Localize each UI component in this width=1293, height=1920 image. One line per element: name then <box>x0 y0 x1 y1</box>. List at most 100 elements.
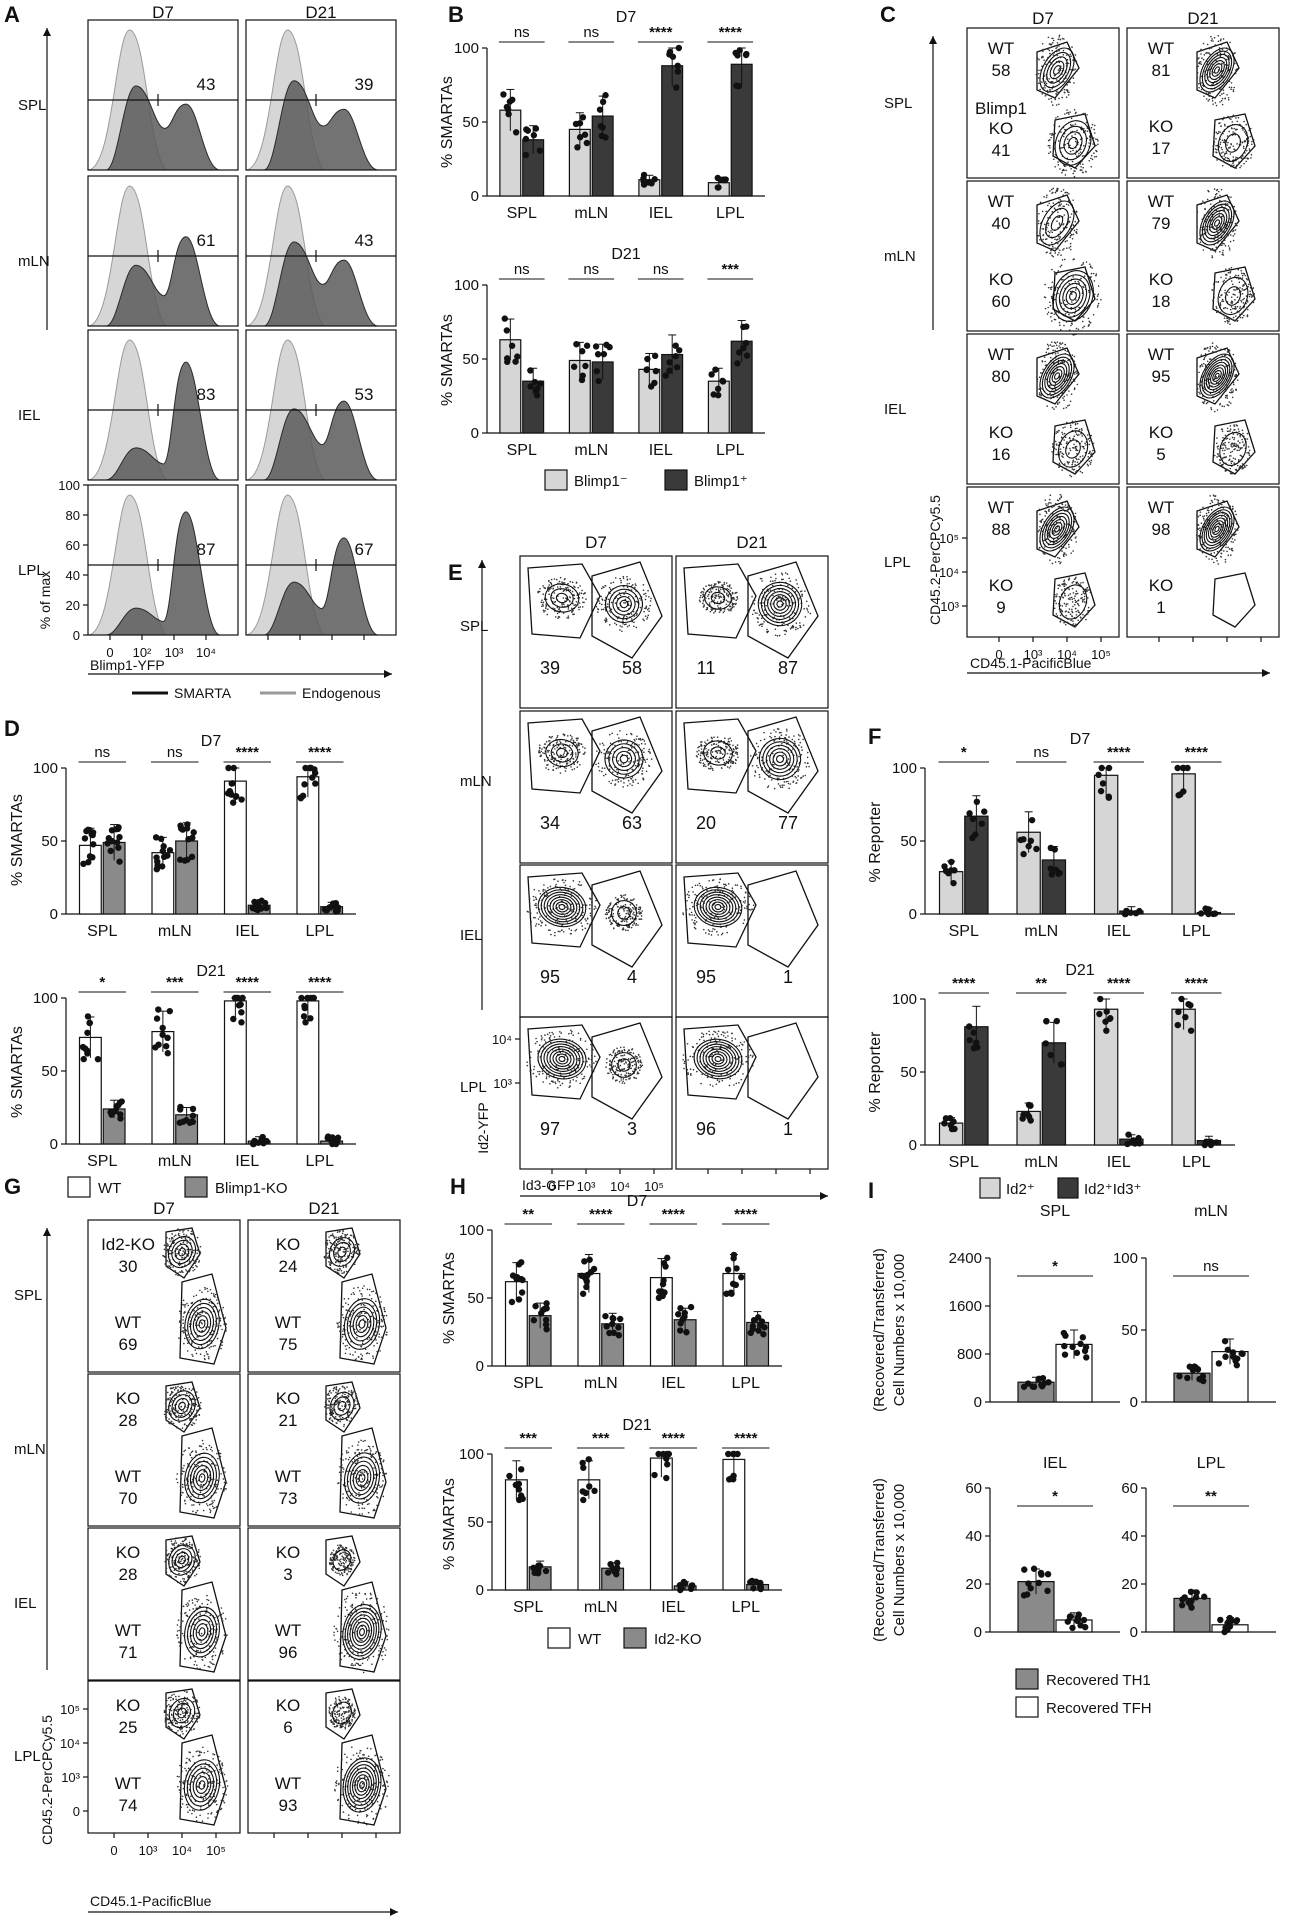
c-wt-population-event-dot <box>1234 510 1237 513</box>
c-wt-population-event-dot <box>1207 507 1210 509</box>
c-wt-population-event-dot <box>1208 47 1211 50</box>
e-right-population-event-dot <box>645 770 648 773</box>
c-ko-population-event-dot <box>1060 302 1063 305</box>
c-ko-population-event-dot <box>1069 111 1071 113</box>
e-left-population-event-dot <box>701 590 703 593</box>
e-right-population-event-dot <box>805 600 808 603</box>
c-wt-population-event-dot <box>1043 196 1045 198</box>
b-d7-data-point <box>648 180 655 187</box>
c-wt-population-event-dot <box>1038 508 1041 511</box>
c-wt-population-event-dot <box>1211 38 1213 40</box>
c-wt-population-contour <box>1211 63 1223 77</box>
c-ko-population-event-dot <box>1058 463 1061 466</box>
c-wt-population-event-dot <box>1210 39 1213 42</box>
c-ko-population-event-dot <box>1218 458 1221 461</box>
e-left-population-event-dot <box>726 585 729 587</box>
b-d21-data-point <box>740 323 747 331</box>
e-left-population-event-dot <box>567 617 570 619</box>
b-d21-y-tick-label: 100 <box>454 277 479 294</box>
e-left-population-event-dot <box>578 608 580 611</box>
c-wt-population-event-dot <box>1052 37 1054 40</box>
c-ko-population-event-dot <box>1229 276 1232 278</box>
d-d7-data-point <box>254 898 262 906</box>
c-wt-population-event-dot <box>1225 394 1227 397</box>
c-ko-population-event-dot <box>1097 304 1099 307</box>
d-d21-data-point <box>238 1009 245 1016</box>
c-ko-population-event-dot <box>1214 148 1217 150</box>
e-left-population-event-dot <box>558 616 561 618</box>
c-ko-population-event-dot <box>1046 313 1049 315</box>
d-d21-data-point <box>159 1031 166 1038</box>
c-ko-population-event-dot <box>1082 326 1084 329</box>
b-d21-data-point <box>501 315 508 322</box>
c-wt-population-event-dot <box>1234 229 1237 231</box>
c-wt-population-event-dot <box>1213 197 1216 199</box>
c-wt-population-event-dot <box>1217 501 1219 504</box>
e-right-population-event-dot <box>632 781 635 784</box>
c-ko-population-event-dot <box>1060 618 1063 621</box>
e-left-population-event-dot <box>737 756 739 759</box>
c-ko-population-event-dot <box>1082 112 1084 115</box>
c-y-tick-label: 10³ <box>940 599 959 614</box>
d-d21-data-point <box>164 1050 171 1057</box>
e-right-population-event-dot <box>598 602 601 605</box>
c-wt-population-event-dot <box>1231 508 1234 511</box>
e-right-population-event-dot <box>763 620 765 623</box>
c-wt-population-event-dot <box>1058 224 1061 226</box>
c-wt-population-event-dot <box>1204 347 1206 350</box>
c-ko-population-event-dot <box>1235 117 1237 119</box>
c-wt-population-event-dot <box>1221 62 1223 65</box>
e-right-population-event-dot <box>788 736 790 738</box>
e-left-population-event-dot <box>543 752 546 755</box>
c-wt-population-event-dot <box>1196 66 1198 69</box>
e-left-population-event-dot <box>698 749 700 752</box>
c-ko-population-event-dot <box>1070 117 1073 120</box>
b-d21-data-point <box>514 353 521 360</box>
e-right-population-event-dot <box>788 577 791 580</box>
e-left-population-event-dot <box>546 759 549 762</box>
c-ko-population-event-dot <box>1229 467 1232 470</box>
c-wt-population-event-dot <box>1059 199 1062 201</box>
a-gate-percent: 83 <box>197 385 216 404</box>
e-right-population-event-dot <box>754 754 757 757</box>
e-left-population-event-dot <box>581 597 584 599</box>
c-ko-population-event-dot <box>1222 151 1224 153</box>
e-right-population-event-dot <box>784 629 787 632</box>
c-wt-population-event-dot <box>1203 95 1205 98</box>
d-d21-data-point <box>239 994 246 1002</box>
e-left-population-event-dot <box>570 929 573 932</box>
d-d7-data-point <box>177 856 184 863</box>
c-ko-population-event-dot <box>1090 126 1093 129</box>
c-wt-population-event-dot <box>1058 222 1061 225</box>
c-wt-population-event-dot <box>1062 49 1065 52</box>
c-ko-population-event-dot <box>1211 289 1214 291</box>
e-right-population-event-dot <box>642 618 644 620</box>
c-wt-population-event-dot <box>1211 505 1213 508</box>
e-left-population-event-dot <box>571 736 573 738</box>
c-wt-population-event-dot <box>1068 546 1070 548</box>
c-wt-population-event-dot <box>1055 93 1058 95</box>
c-wt-population-event-dot <box>1219 503 1222 505</box>
c-ko-population-event-dot <box>1248 454 1251 457</box>
e-left-population-event-dot <box>734 758 737 761</box>
e-right-population-event-dot <box>640 742 643 745</box>
c-wt-population-event-dot <box>1209 495 1211 497</box>
c-wt-population-event-dot <box>1231 505 1234 508</box>
e-right-population-event-dot <box>795 628 797 631</box>
c-wt-population-event-dot <box>1067 504 1069 506</box>
c-ko-population-event-dot <box>1082 581 1084 584</box>
a-x-tick-label: 10⁴ <box>196 645 216 660</box>
e-right-population-event-dot <box>787 780 789 783</box>
c-wt-population-event-dot <box>1075 541 1077 543</box>
c-wt-population-event-dot <box>1198 57 1200 59</box>
c-ko-population-event-dot <box>1069 470 1071 472</box>
e-right-population-event-dot <box>783 781 786 783</box>
e-right-population-event-dot <box>760 623 763 626</box>
e-left-population-event-dot <box>572 739 575 742</box>
c-ko-population-event-dot <box>1092 137 1095 139</box>
e-right-population-event-dot <box>634 740 636 742</box>
c-wt-population-event-dot <box>1229 240 1232 243</box>
c-wt-population-event-dot <box>1199 241 1202 243</box>
e-left-population-event-dot <box>570 739 572 741</box>
c-ko-population-contour <box>1067 136 1079 150</box>
